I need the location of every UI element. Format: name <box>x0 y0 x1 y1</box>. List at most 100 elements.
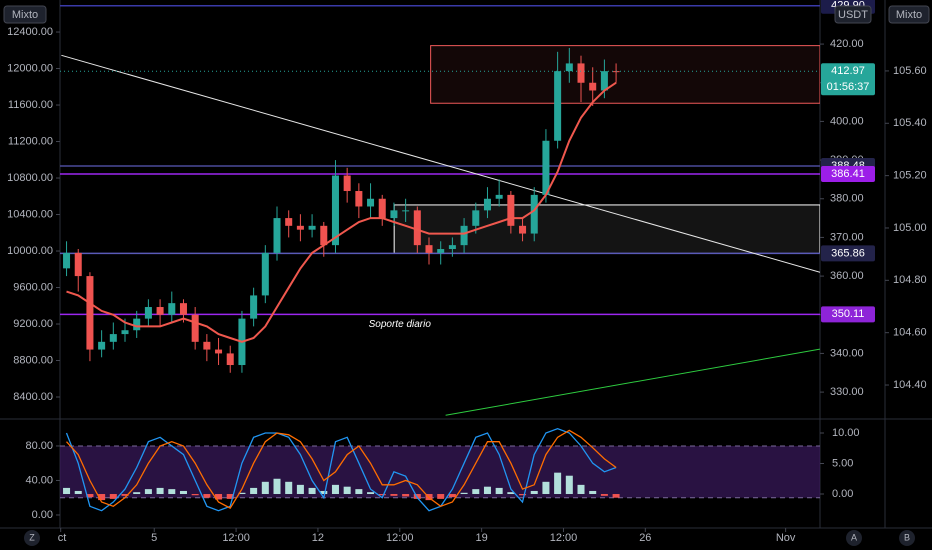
histogram-bar <box>238 492 246 495</box>
tick-label: 40.00 <box>25 474 53 486</box>
trend-line <box>61 54 820 273</box>
histogram-bar <box>308 487 316 495</box>
histogram-bar <box>98 494 106 501</box>
countdown: 01:56:37 <box>827 81 870 93</box>
histogram-bar <box>402 494 410 497</box>
x-tick-label: 12:00 <box>550 532 578 544</box>
tick-label: 10400.00 <box>7 208 53 220</box>
scale-label-right[interactable]: Mixto <box>896 9 922 21</box>
histogram-bar <box>495 487 503 495</box>
histogram-bar <box>179 490 187 495</box>
scale-label[interactable]: Mixto <box>12 9 38 21</box>
trend-line <box>445 348 820 416</box>
stoch-d <box>66 429 617 509</box>
histogram-bar <box>250 487 258 495</box>
x-tick-label: 19 <box>475 532 487 544</box>
histogram-bar <box>296 484 304 495</box>
histogram-bar <box>331 484 339 495</box>
tick-label: 9200.00 <box>13 318 53 330</box>
candle-body <box>250 295 258 319</box>
histogram-bar <box>74 490 82 495</box>
candle-body <box>589 82 597 91</box>
candle-body <box>565 63 573 72</box>
candle-body <box>472 210 480 226</box>
toolbar-label[interactable]: Z <box>29 532 35 542</box>
scale-badge[interactable] <box>3 5 47 24</box>
tick-label: 340.00 <box>830 347 864 359</box>
tick-label: 105.40 <box>893 117 927 129</box>
candle-body <box>577 63 585 83</box>
histogram-bar <box>472 489 480 495</box>
oscillator-pane <box>60 428 820 512</box>
candle-body <box>495 194 503 199</box>
candle-body <box>355 191 363 207</box>
candle-body <box>168 303 176 315</box>
histogram-bar <box>109 494 117 499</box>
level-label: 365.86 <box>831 247 865 259</box>
histogram-bar <box>191 494 199 496</box>
toolbar-button[interactable] <box>899 530 915 546</box>
tick-label: 8400.00 <box>13 391 53 403</box>
tick-label: 105.20 <box>893 170 927 182</box>
histogram-bar <box>612 494 620 498</box>
tick-label: 10.00 <box>832 427 860 439</box>
histogram-bar <box>507 492 515 495</box>
candle-body <box>483 198 491 211</box>
tick-label: 11600.00 <box>8 99 53 111</box>
annotation: Soporte diario <box>369 319 432 330</box>
tick-label: 10000.00 <box>7 245 53 257</box>
x-tick-label: 12 <box>312 532 324 544</box>
candle-body <box>448 245 456 250</box>
tick-label: 400.00 <box>830 115 864 127</box>
candle-body <box>179 303 187 315</box>
candle-body <box>86 276 94 350</box>
histogram-bar <box>261 481 269 495</box>
histogram-bar <box>285 481 293 495</box>
x-tick-label: Nov <box>776 532 796 544</box>
histogram-bar <box>483 486 491 495</box>
tick-label: 104.60 <box>893 327 927 339</box>
candle-body <box>308 225 316 230</box>
x-tick-label: 12:00 <box>222 532 250 544</box>
currency-badge[interactable] <box>834 5 872 24</box>
tick-label: 0.00 <box>832 488 853 500</box>
candle-body <box>296 225 304 230</box>
x-tick-label: 12:00 <box>386 532 414 544</box>
candle-body <box>507 194 515 226</box>
candle-body <box>519 225 527 234</box>
main-pane: Soporte diario <box>60 5 820 416</box>
toolbar-label[interactable]: B <box>904 532 910 542</box>
histogram-bar <box>63 487 71 495</box>
candle-body <box>261 252 269 296</box>
axes: 330.00340.00350.00360.00370.00380.00390.… <box>7 0 927 544</box>
candle-body <box>331 175 339 246</box>
tick-label: 0.00 <box>32 509 53 521</box>
tick-label: 12000.00 <box>7 62 53 74</box>
last-price-label: 412.97 <box>831 65 865 77</box>
candle-body <box>285 218 293 226</box>
candle-body <box>273 218 281 253</box>
histogram-bar <box>121 494 129 496</box>
candle-body <box>402 210 410 212</box>
histogram-bar <box>226 494 234 499</box>
level-label: 350.11 <box>832 308 865 320</box>
toolbar-button[interactable] <box>846 530 862 546</box>
oscillator-band <box>60 445 820 498</box>
tick-label: 370.00 <box>830 231 864 243</box>
toolbar-label[interactable]: A <box>851 532 857 542</box>
level-label-bg <box>821 165 875 182</box>
candle-body <box>203 341 211 350</box>
candle-body <box>378 198 386 219</box>
x-tick-label: 5 <box>151 532 157 544</box>
candle-body <box>98 341 106 350</box>
level-label-bg <box>821 306 875 323</box>
currency-label[interactable]: USDT <box>838 9 868 21</box>
tick-label: 105.60 <box>893 65 927 77</box>
toolbar-button[interactable] <box>24 530 40 546</box>
stoch-k <box>65 428 617 512</box>
histogram-bar <box>168 489 176 495</box>
histogram-bar <box>600 494 608 496</box>
candle-body <box>367 198 375 207</box>
scale-badge-right[interactable] <box>888 5 930 24</box>
candle-body <box>390 210 398 219</box>
